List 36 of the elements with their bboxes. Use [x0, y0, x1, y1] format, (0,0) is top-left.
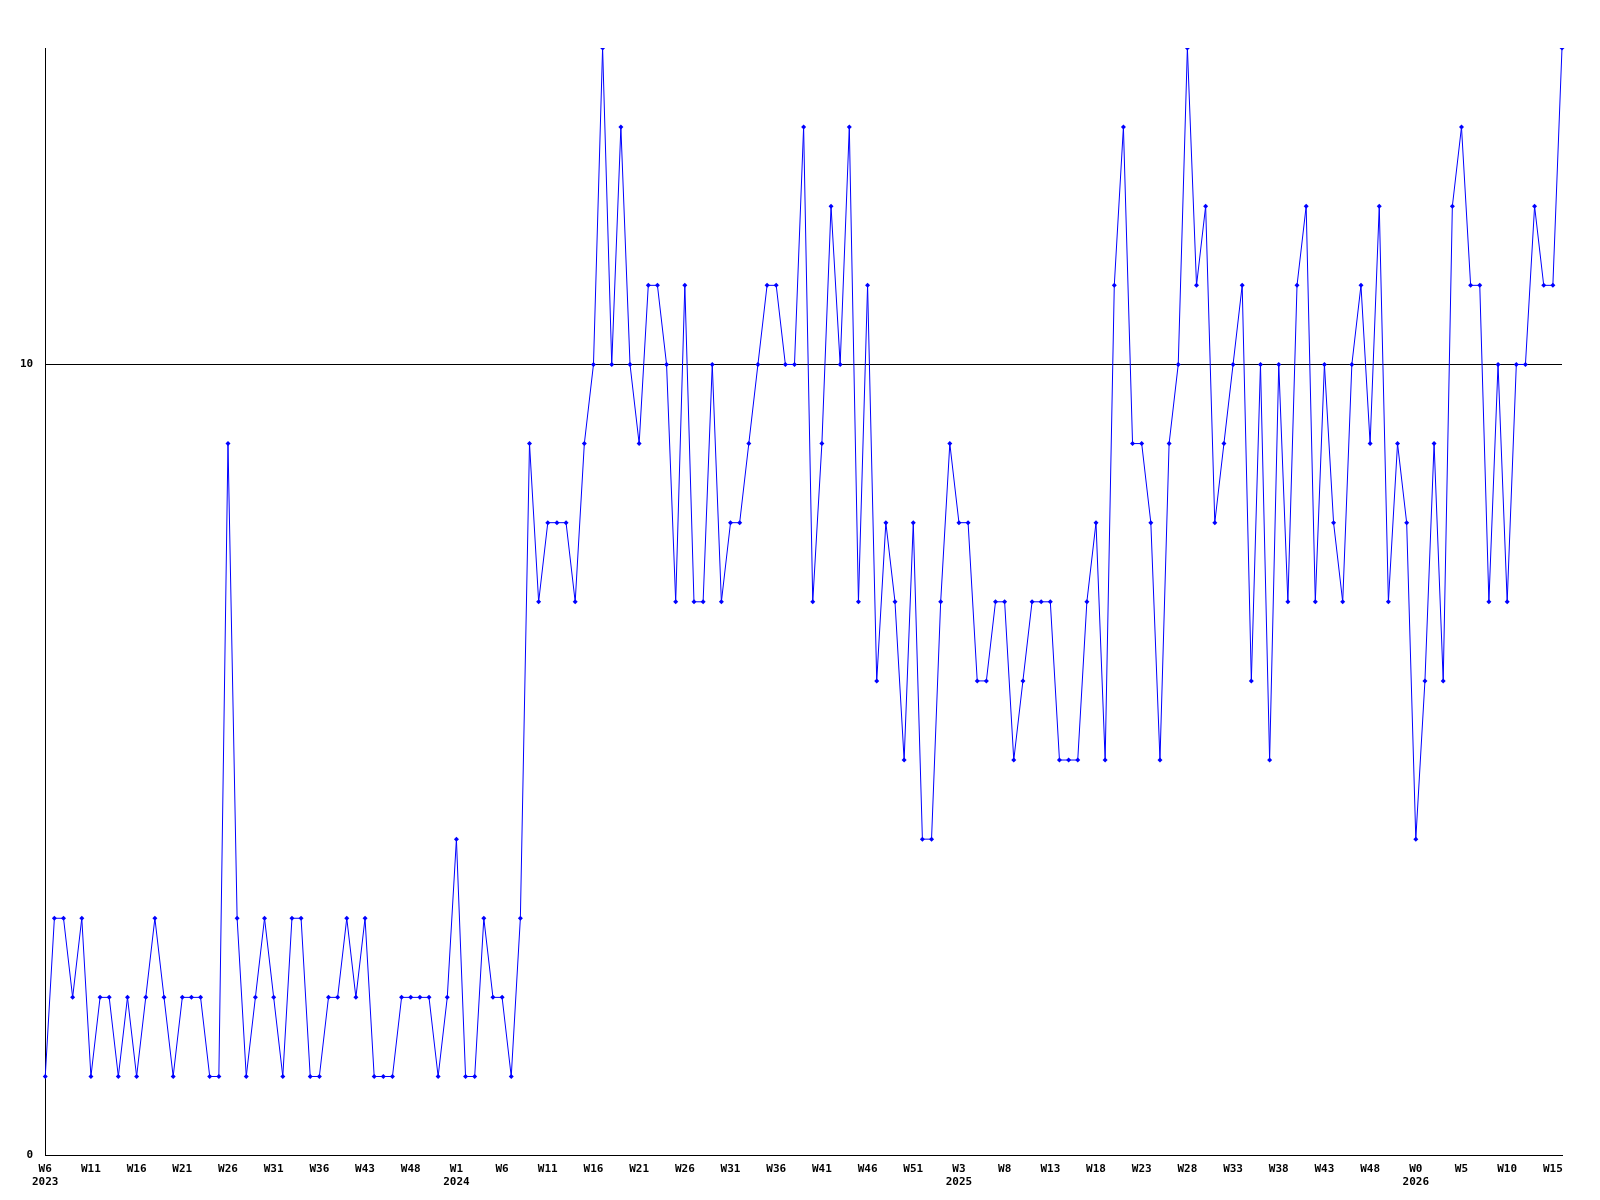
x-tick-label: W1 2024: [443, 1162, 471, 1189]
x-tick-label: W31: [720, 1162, 741, 1176]
x-tick-label: W16: [126, 1162, 147, 1176]
x-tick-label: W46: [857, 1162, 878, 1176]
x-tick-label: W0 2026: [1402, 1162, 1430, 1189]
x-tick-label: W11: [80, 1162, 102, 1176]
x-tick-label: W23: [1131, 1162, 1152, 1176]
y-tick-label: 0: [26, 1148, 34, 1162]
x-tick-label: W6: [495, 1162, 510, 1176]
x-tick-label: W6 2023: [32, 1162, 59, 1189]
x-tick-label: W41: [811, 1162, 833, 1176]
x-tick-label: W11: [537, 1162, 559, 1176]
x-tick-label: W48: [1360, 1162, 1381, 1176]
x-tick-label: W33: [1223, 1162, 1243, 1176]
x-tick-label: W43: [355, 1162, 375, 1176]
x-tick-label: W28: [1177, 1162, 1198, 1176]
x-tick-label: W48: [400, 1162, 421, 1176]
x-tick-label: W8: [998, 1162, 1012, 1176]
x-tick-label: W26: [218, 1162, 239, 1176]
x-tick-label: W18: [1086, 1162, 1106, 1176]
x-tick-label: W36: [309, 1162, 330, 1176]
x-tick-label: W13: [1040, 1162, 1061, 1176]
x-tick-label: W10: [1497, 1162, 1518, 1176]
x-tick-label: W31: [263, 1162, 284, 1176]
x-tick-label: W21: [629, 1162, 650, 1176]
x-tick-label: W5: [1454, 1162, 1469, 1176]
x-tick-label: W15: [1542, 1162, 1563, 1176]
x-tick-label: W51: [903, 1162, 924, 1176]
x-tick-label: W38: [1268, 1162, 1289, 1176]
x-tick-label: W26: [674, 1162, 696, 1176]
x-tick-label: W43: [1314, 1162, 1335, 1176]
x-tick-label: W36: [766, 1162, 787, 1176]
x-tick-label: W16: [583, 1162, 604, 1176]
x-tick-label: W21: [172, 1162, 193, 1176]
x-tick-label: W3 2025: [945, 1162, 973, 1189]
y-tick-label: 10: [20, 357, 34, 371]
